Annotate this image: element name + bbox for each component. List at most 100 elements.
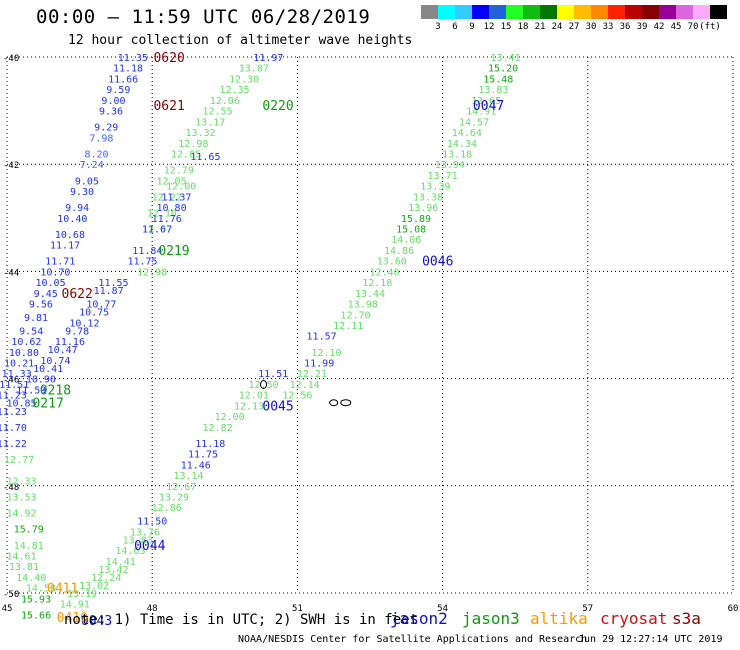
x-tick-label: 48 <box>147 604 158 614</box>
wave-height-point: 12.86 <box>152 503 182 514</box>
color-scale-label: 18 <box>517 22 529 32</box>
wave-height-point: 12.00 <box>215 412 245 423</box>
legend-altika: altika <box>530 609 588 628</box>
wave-height-point: 12.07 <box>142 225 172 236</box>
chart-subtitle: 12 hour collection of altimeter wave hei… <box>68 33 413 48</box>
color-scale-label: 70 <box>687 22 699 32</box>
wave-height-point: 15.79 <box>14 525 44 536</box>
wave-height-point: 12.01 <box>239 391 269 402</box>
wave-height-point: 13.81 <box>9 562 39 573</box>
wave-height-point: 9.56 <box>29 300 53 311</box>
wave-height-point: 14.61 <box>6 551 36 562</box>
wave-height-point: 12.77 <box>4 455 34 466</box>
wave-height-point: 12.22 <box>152 192 182 203</box>
wave-height-point: 11.66 <box>108 74 138 85</box>
wave-height-point: 12.33 <box>6 476 36 487</box>
color-scale-label: 9 <box>469 22 475 32</box>
color-scale-label: 6 <box>452 22 458 32</box>
wave-height-point: 13.76 <box>130 527 160 538</box>
wave-height-point: 15.48 <box>483 74 513 85</box>
wave-height-point: 10.74 <box>40 356 70 367</box>
wave-height-point: 8.20 <box>84 149 108 160</box>
wave-height-point: 12.82 <box>202 423 232 434</box>
color-swatch <box>659 5 676 19</box>
color-scale-label: 33 <box>602 22 614 32</box>
wave-height-point: 12.05 <box>157 176 187 187</box>
wave-height-point: 12.30 <box>229 74 259 85</box>
wave-height-point: 11.59 <box>16 385 46 396</box>
y-tick-label: -46 <box>3 376 19 386</box>
wave-height-point: 9.30 <box>70 187 94 198</box>
color-scale-label: 45 <box>670 22 682 32</box>
wave-height-point: 13.17 <box>195 117 225 128</box>
wave-height-point: 10.75 <box>79 308 109 319</box>
color-swatch <box>693 5 710 19</box>
legend-cryosat: cryosat <box>600 609 668 628</box>
pass-time-label: 0047 <box>473 99 504 114</box>
wave-height-point: 11.97 <box>253 53 283 64</box>
wave-height-point: 11.23 <box>0 407 27 418</box>
wave-height-point: 13.42 <box>98 565 128 576</box>
color-swatch <box>438 5 455 19</box>
wave-height-point: 9.36 <box>99 107 123 118</box>
pass-time-label: 0219 <box>158 244 189 259</box>
wave-height-point: 12.79 <box>164 166 194 177</box>
wave-height-point: 12.10 <box>147 208 177 219</box>
wave-height-point: 13.32 <box>186 128 216 139</box>
color-swatch <box>710 5 727 19</box>
wave-height-point: 11.75 <box>188 450 218 461</box>
color-scale-label: 12 <box>483 22 495 32</box>
wave-height-point: 12.85 <box>171 149 201 160</box>
wave-height-point: 9.78 <box>65 326 89 337</box>
generated-timestamp: Jun 29 12:27:14 UTC 2019 <box>578 634 723 645</box>
pass-time-label: 0621 <box>153 99 184 114</box>
pass-time-label: 0044 <box>134 539 165 554</box>
color-scale-label: 30 <box>585 22 597 32</box>
wave-height-point: 12.13 <box>234 401 264 412</box>
wave-height-point: 9.29 <box>94 123 118 134</box>
color-scale-label: 21 <box>534 22 546 32</box>
wave-height-point: 9.94 <box>65 203 89 214</box>
y-tick-label: -44 <box>3 268 19 278</box>
footnote: note: 1) Time is in UTC; 2) SWH is in fe… <box>64 612 419 628</box>
wave-height-point: 13.96 <box>408 203 438 214</box>
wave-height-point: 12.18 <box>362 278 392 289</box>
x-tick-label: 60 <box>728 604 739 614</box>
wave-height-point: 13.39 <box>420 182 450 193</box>
wave-height-point: 12.98 <box>178 139 208 150</box>
wave-height-point: 12.56 <box>282 391 312 402</box>
color-scale-label: (ft) <box>699 22 721 32</box>
pass-time-label: 0622 <box>62 287 93 302</box>
wave-height-point: 12.14 <box>290 380 320 391</box>
wave-height-point: 10.62 <box>11 337 41 348</box>
wave-height-point: 14.86 <box>384 246 414 257</box>
wave-height-point: 10.47 <box>48 345 78 356</box>
wave-height-point: 10.70 <box>40 267 70 278</box>
wave-height-point: 13.44 <box>355 289 385 300</box>
wave-height-point: 14.58 <box>26 584 56 595</box>
color-swatch <box>608 5 625 19</box>
wave-height-point: 13.60 <box>377 257 407 268</box>
wave-height-point: 14.34 <box>447 139 477 150</box>
x-tick-label: 51 <box>292 604 303 614</box>
color-scale-label: 42 <box>653 22 665 32</box>
wave-height-point: 9.00 <box>101 96 125 107</box>
wave-height-point: 14.81 <box>14 541 44 552</box>
wave-height-point: 11.84 <box>132 246 162 257</box>
color-swatch <box>523 5 540 19</box>
wave-height-point: 13.87 <box>239 64 269 75</box>
pass-time-label: 0218 <box>40 383 71 398</box>
wave-height-point: 10.41 <box>33 364 63 375</box>
wave-height-point: 14.40 <box>16 573 46 584</box>
wave-height-point: 14.63 <box>115 546 145 557</box>
color-swatch <box>625 5 642 19</box>
wave-height-point: 11.18 <box>113 64 143 75</box>
wave-height-point: 13.98 <box>348 300 378 311</box>
wave-height-point: 14.91 <box>466 107 496 118</box>
wave-height-point: 11.37 <box>161 192 191 203</box>
wave-height-point: 13.19 <box>67 589 97 600</box>
credit-line: NOAA/NESDIS Center for Satellite Applica… <box>238 634 588 645</box>
pass-time-label: 0620 <box>153 51 184 66</box>
wave-height-point: 9.59 <box>106 85 130 96</box>
